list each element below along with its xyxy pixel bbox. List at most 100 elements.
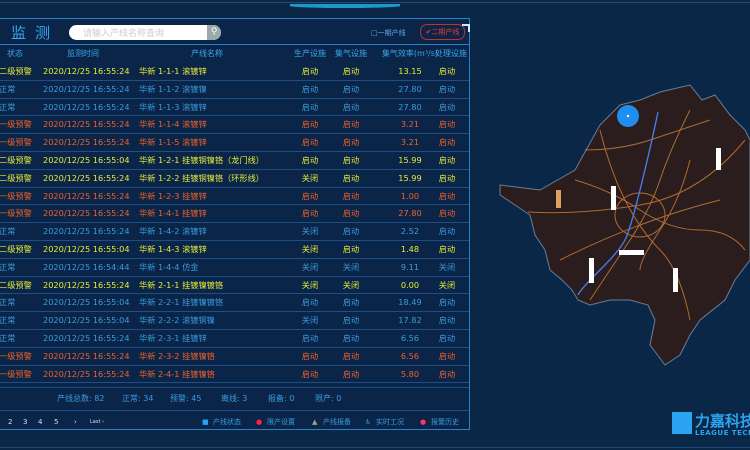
phase1-checkbox[interactable]: □一期产线 xyxy=(371,29,406,37)
col-name: 产线名称 xyxy=(191,49,223,58)
table-row[interactable]: 正常 2020/12/25 16:55:24 华新 1-4-2 滚镀锌 关闭 启动 2.5… xyxy=(0,223,469,241)
row-gas-collection: 启动 xyxy=(342,66,360,76)
row-efficiency: 6.56 xyxy=(400,350,420,361)
row-gas-collection: 启动 xyxy=(342,119,360,130)
table-row[interactable]: 二级预警 2020/12/25 16:55:04 华新 1-2-1 挂镀铜镍铬（龙门… xyxy=(0,152,469,170)
line-status-icon: ■ xyxy=(202,418,209,426)
legend-limit-production[interactable]: 限产设置 xyxy=(267,418,295,426)
row-status: 二级预警 xyxy=(0,279,32,290)
page-3[interactable]: 3 xyxy=(23,418,28,426)
row-time: 2020/12/25 16:55:24 xyxy=(43,83,130,94)
row-efficiency: 17.82 xyxy=(398,315,422,326)
row-line-name: 华新 1-4-4 仿金 xyxy=(139,261,199,272)
row-gas-collection: 启动 xyxy=(342,350,360,361)
page-2[interactable]: 2 xyxy=(8,418,13,426)
table-row[interactable]: 正常 2020/12/25 16:55:04 华新 2-2-2 滚镀铜镍 关闭 启动 17… xyxy=(0,312,469,330)
page-5[interactable]: 5 xyxy=(54,418,59,426)
page-4[interactable]: 4 xyxy=(38,418,43,426)
row-treatment: 启动 xyxy=(438,350,456,361)
row-status: 正常 xyxy=(0,83,16,94)
report-warning-icon: ▲ xyxy=(312,418,318,426)
row-status: 正常 xyxy=(0,226,16,237)
table-row[interactable]: 一级预警 2020/12/25 16:55:24 华新 1-4-1 挂镀锌 启动 启动 2… xyxy=(0,205,469,224)
row-treatment: 启动 xyxy=(438,66,456,76)
row-status: 正常 xyxy=(0,297,16,308)
row-line-name: 华新 1-1-5 滚镀锌 xyxy=(139,137,207,148)
row-efficiency: 27.80 xyxy=(398,83,422,94)
row-line-name: 华新 1-2-1 挂镀铜镍铬（龙门线） xyxy=(139,154,264,165)
row-efficiency: 18.49 xyxy=(398,297,422,308)
row-status: 正常 xyxy=(0,332,16,343)
table-row[interactable]: 一级预警 2020/12/25 16:55:24 华新 2-4-1 挂镀镍铬 启动 启动… xyxy=(0,366,469,384)
table-row[interactable]: 正常 2020/12/25 16:55:04 华新 2-2-1 挂镀镍镀铬 启动 启动 1… xyxy=(0,294,469,313)
row-line-name: 华新 1-2-2 挂镀铜镍铬（环形线） xyxy=(139,172,264,183)
table-row[interactable]: 二级预警 2020/12/25 16:55:24 华新 1-2-2 挂镀铜镍铬（环形… xyxy=(0,170,469,188)
summary-offline: 离线: 3 xyxy=(221,394,248,403)
row-treatment: 启动 xyxy=(438,315,456,326)
row-status: 一级预警 xyxy=(0,137,32,148)
row-production: 启动 xyxy=(301,190,319,201)
summary-total: 产线总数: 82 xyxy=(57,394,105,403)
row-status: 一级预警 xyxy=(0,350,32,361)
legend-report[interactable]: 产线报备 xyxy=(323,418,351,426)
row-time: 2020/12/25 16:55:04 xyxy=(43,297,130,308)
legend-line-status[interactable]: 产线状态 xyxy=(213,418,241,426)
row-efficiency: 27.80 xyxy=(398,101,422,112)
col-production: 生产设施 xyxy=(294,49,326,58)
search-icon[interactable]: ⚲ xyxy=(207,25,221,40)
row-status: 一级预警 xyxy=(0,190,32,201)
row-line-name: 华新 1-4-3 滚镀锌 xyxy=(139,243,207,254)
table-row[interactable]: 正常 2020/12/25 16:54:44 华新 1-4-4 仿金 关闭 关闭 9.11… xyxy=(0,259,469,277)
row-time: 2020/12/25 16:55:24 xyxy=(43,350,130,361)
row-gas-collection: 启动 xyxy=(342,208,360,219)
last-page-button[interactable]: Last › xyxy=(90,419,105,425)
table-row[interactable]: 二级预警 2020/12/25 16:55:24 华新 1-1-1 滚镀锌 启动 启动 1… xyxy=(0,63,469,81)
summary-warning: 预警: 45 xyxy=(170,394,202,403)
row-efficiency: 27.80 xyxy=(398,208,422,219)
row-efficiency: 15.99 xyxy=(398,172,422,183)
row-production: 关闭 xyxy=(301,243,319,254)
row-time: 2020/12/25 16:55:24 xyxy=(43,279,130,290)
row-line-name: 华新 1-4-2 滚镀锌 xyxy=(139,226,207,237)
table-row[interactable]: 正常 2020/12/25 16:55:24 华新 1-1-2 滚镀镍 启动 启动 27.… xyxy=(0,81,469,99)
search-input[interactable]: 请输入产线名称查询 ⚲ xyxy=(69,25,221,40)
panel-header: 监测 请输入产线名称查询 ⚲ □一期产线 ✔二期产线 xyxy=(0,19,469,45)
table-row[interactable]: 一级预警 2020/12/25 16:55:24 华新 1-1-5 滚镀锌 启动 启动 3… xyxy=(0,134,469,152)
row-line-name: 华新 1-1-4 滚镀锌 xyxy=(139,119,207,130)
monitor-panel: 监测 请输入产线名称查询 ⚲ □一期产线 ✔二期产线 状态 监测时间 产线名称 … xyxy=(0,18,470,430)
row-treatment: 启动 xyxy=(438,243,456,254)
table-row[interactable]: 二级预警 2020/12/25 16:55:24 华新 2-1-1 挂镀镍镀铬 关闭 关… xyxy=(0,277,469,295)
row-gas-collection: 启动 xyxy=(342,297,360,308)
table-header: 状态 监测时间 产线名称 生产设施 集气设施 集气效率(m³/s) 处理设施 xyxy=(0,45,469,62)
row-treatment: 启动 xyxy=(438,154,456,165)
next-page-button[interactable]: › xyxy=(74,418,77,426)
row-efficiency: 6.56 xyxy=(400,332,420,343)
row-line-name: 华新 2-2-2 滚镀铜镍 xyxy=(139,315,215,326)
legend-alarm-history[interactable]: 报警历史 xyxy=(431,418,459,426)
table-row[interactable]: 一级预警 2020/12/25 16:55:24 华新 1-2-3 挂镀锌 启动 启动 1… xyxy=(0,188,469,206)
summary-stopped: 限产: 0 xyxy=(315,394,342,403)
row-treatment: 启动 xyxy=(438,83,456,94)
table-row[interactable]: 一级预警 2020/12/25 16:55:24 华新 2-3-2 挂镀镍铬 启动 启动… xyxy=(0,348,469,366)
phase2-checkbox[interactable]: ✔二期产线 xyxy=(420,24,465,40)
row-treatment: 启动 xyxy=(438,332,456,343)
row-line-name: 华新 1-2-3 挂镀锌 xyxy=(139,190,207,201)
row-treatment: 关闭 xyxy=(438,261,456,272)
table-row[interactable]: 正常 2020/12/25 16:55:24 华新 1-1-3 滚镀锌 启动 启动 27.… xyxy=(0,99,469,117)
row-efficiency: 2.52 xyxy=(400,226,420,237)
limit-production-icon: ● xyxy=(256,418,263,426)
row-efficiency: 1.48 xyxy=(400,243,420,254)
legend-realtime[interactable]: 实时工况 xyxy=(376,418,404,426)
table-row[interactable]: 正常 2020/12/25 16:55:24 华新 2-3-1 挂镀锌 启动 启动 6.5… xyxy=(0,330,469,348)
station-labels xyxy=(589,148,721,292)
col-time: 监测时间 xyxy=(67,49,99,58)
col-status: 状态 xyxy=(7,49,23,58)
row-production: 关闭 xyxy=(301,226,319,237)
row-production: 启动 xyxy=(301,332,319,343)
row-production: 关闭 xyxy=(301,279,319,290)
row-treatment: 启动 xyxy=(438,172,456,183)
region-map[interactable] xyxy=(495,80,750,370)
table-row[interactable]: 一级预警 2020/12/25 16:55:24 华新 1-1-4 滚镀锌 启动 启动 3… xyxy=(0,116,469,135)
row-treatment: 启动 xyxy=(438,119,456,130)
table-row[interactable]: 二级预警 2020/12/25 16:55:04 华新 1-4-3 滚镀锌 关闭 启动 1… xyxy=(0,241,469,259)
